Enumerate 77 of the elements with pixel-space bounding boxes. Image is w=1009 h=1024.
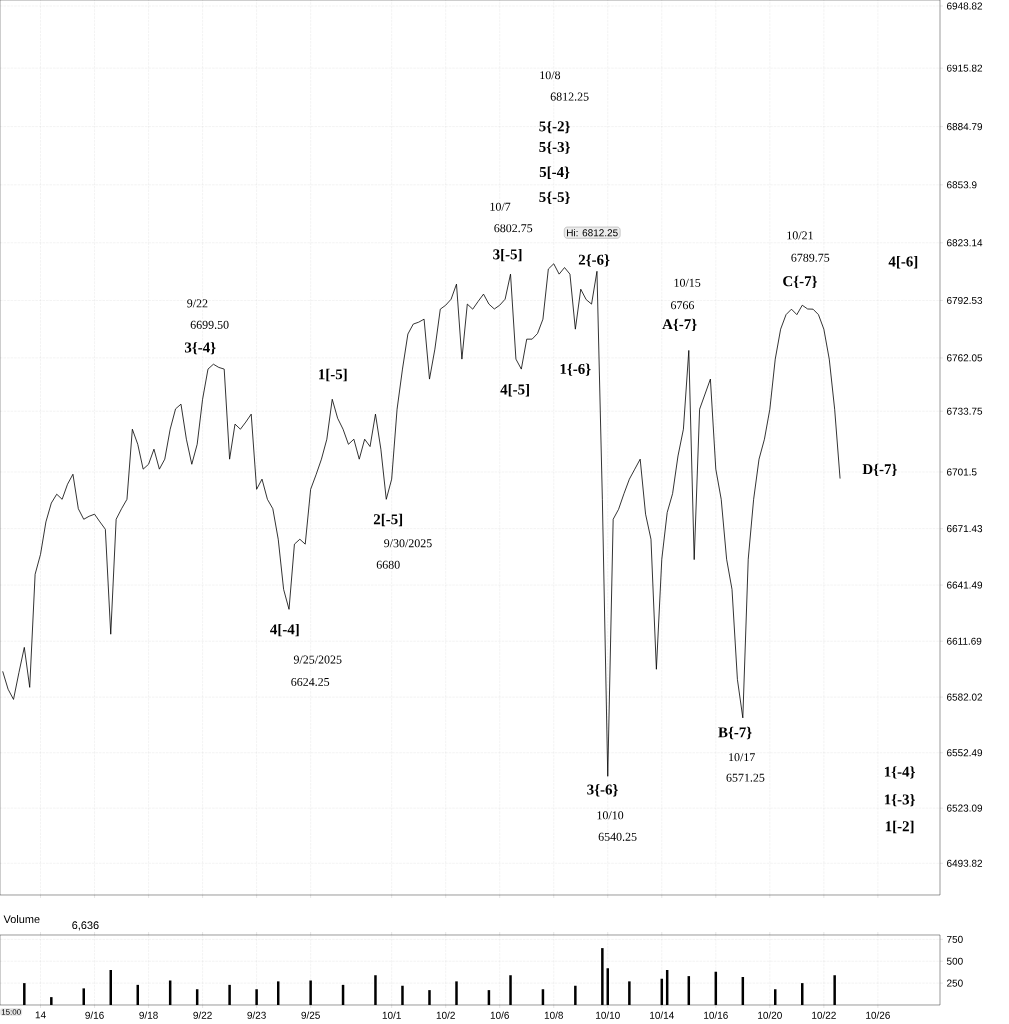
annotation: 3{-4} [184,341,216,355]
y-tick-label: 6792.53 [947,296,983,304]
y-tick-label: 6641.49 [947,581,983,589]
y-tick-label: 6948.82 [947,2,983,10]
annotation: 2[-5] [373,513,403,527]
y-tick-label: 6671.43 [947,525,983,533]
x-tick-label: 10/26 [866,1011,890,1019]
y-tick-label: 250 [947,979,963,987]
annotation: 9/22 [187,299,208,308]
y-tick-label: 6582.02 [947,693,983,701]
x-tick-label: 10/16 [704,1011,728,1019]
y-tick-label: 6762.05 [947,354,983,362]
annotation: 10/15 [674,278,701,287]
x-tick-label: 9/22 [193,1011,212,1019]
annotation: 6699.50 [190,320,229,329]
annotation: 6571.25 [726,773,765,782]
y-tick-label: 6493.82 [947,859,983,867]
chart-title: Volume [3,915,40,924]
annotation: 6540.25 [598,832,637,841]
annotation: B{-7} [718,726,752,740]
annotation: 6624.25 [291,677,330,687]
x-tick-label: 14 [35,1011,46,1019]
annotation: 6680 [376,560,400,569]
annotation: 1[-5] [319,368,347,382]
annotation: 10/8 [540,71,561,80]
annotation: 9/25/2025 [293,655,342,664]
annotation: 5{-5} [539,191,570,204]
annotation: 2{-6} [578,254,610,267]
annotation: 1{-3} [884,793,915,807]
x-tick-label: 10/20 [758,1011,782,1019]
annotation: 3{-6} [587,784,618,797]
annotation: 6766 [671,301,695,310]
annotation: Hi: 6812.25 [567,229,618,237]
y-tick-label: 6884.79 [947,123,983,131]
annotation: 10/17 [729,753,755,762]
annotation: A{-7} [662,318,697,332]
y-tick-label: 6853.9 [947,181,977,189]
x-tick-label: 9/16 [85,1011,104,1019]
annotation: 6812.25 [550,92,589,101]
annotation: 10/7 [490,202,511,211]
x-tick-label: 10/22 [812,1011,836,1019]
annotation: 10/10 [597,811,624,820]
text: 6,636 [72,921,99,931]
y-tick-label: 6733.75 [947,407,983,415]
x-tick-label: 10/2 [436,1011,455,1019]
y-tick-label: 6701.5 [947,468,977,476]
annotation: 6789.75 [791,253,830,262]
annotation: 4[-4] [270,623,299,637]
annotation: 3[-5] [493,248,522,262]
annotation: 5{-2} [539,120,570,134]
x-tick-label: 10/8 [544,1011,563,1019]
x-tick-label: 9/18 [139,1011,158,1019]
x-tick-label: 10/10 [596,1011,620,1019]
x-tick-label: 9/25 [301,1011,320,1019]
annotation: 1{-4} [884,766,915,779]
x-tick-label: 9/23 [247,1011,266,1019]
annotation: 4[-5] [500,384,529,397]
annotation: 4[-6] [888,256,918,269]
y-tick-label: 6552.49 [947,749,983,757]
y-tick-label: 6523.09 [947,804,983,812]
y-tick-label: 6915.82 [947,64,983,72]
y-tick-label: 6823.14 [947,239,983,247]
annotation: 5{-3} [539,141,570,154]
annotation: 1[-2] [885,820,914,834]
x-tick-label: 10/14 [650,1011,674,1019]
annotation: 9/30/2025 [384,539,432,548]
annotation: C{-7} [783,275,817,289]
annotation: 6802.75 [494,224,533,233]
annotation: 1{-6} [560,363,591,376]
y-tick-label: 500 [946,957,963,965]
x-tick-label: 10/6 [490,1011,509,1019]
annotation: D{-7} [862,463,897,477]
annotation: 5[-4} [539,166,570,179]
y-tick-label: 6611.69 [947,637,982,645]
annotation: 10/21 [787,231,813,240]
y-tick-label: 750 [947,935,963,943]
x-tick-label: 10/1 [382,1011,401,1019]
